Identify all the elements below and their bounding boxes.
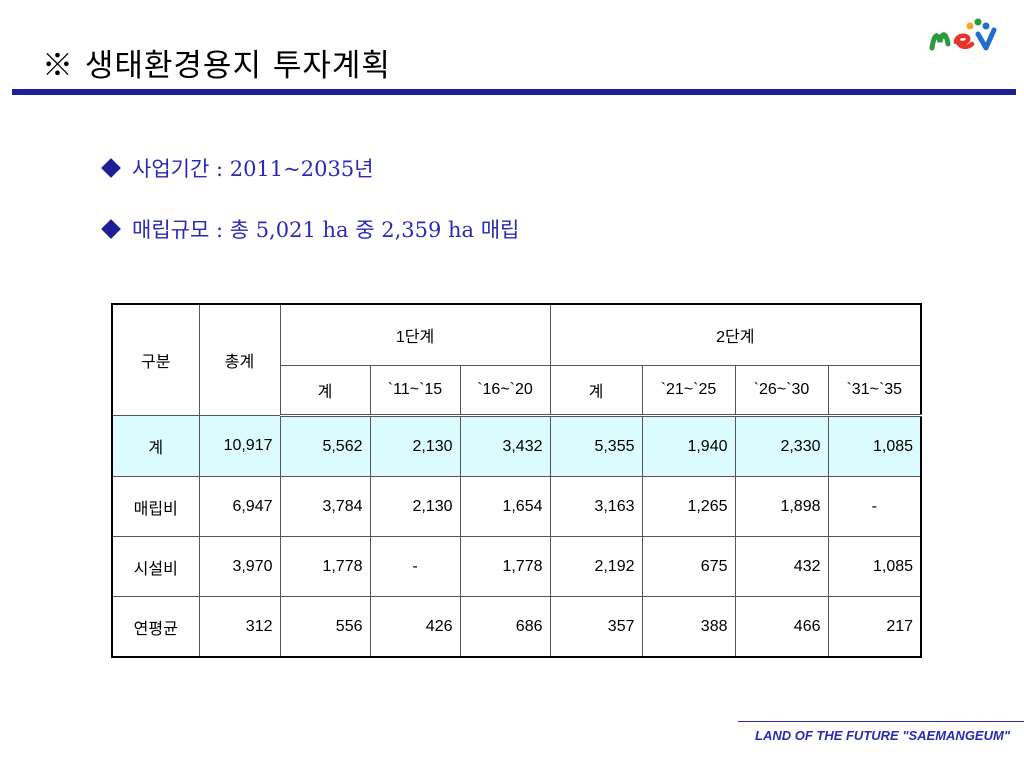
row-label: 시설비 <box>111 536 200 597</box>
table-cell: 1,085 <box>827 415 922 477</box>
table-cell: - <box>369 536 461 597</box>
subheader-cell: 계 <box>549 365 643 417</box>
footer-divider <box>738 721 1024 722</box>
table-header-row: 구분 총계 1단계 2단계 <box>111 303 922 416</box>
header-phase1: 1단계 <box>279 303 551 366</box>
table-cell: 2,130 <box>369 415 461 477</box>
table-cell: 5,562 <box>279 415 371 477</box>
table-cell: 1,654 <box>459 476 551 537</box>
table-cell: 3,163 <box>549 476 643 537</box>
table-row: 계 10,917 5,562 2,130 3,432 5,355 1,940 2,330 1,0… <box>111 415 922 477</box>
table-cell: 1,778 <box>279 536 371 597</box>
table-cell: 5,355 <box>549 415 643 477</box>
row-label: 매립비 <box>111 476 200 537</box>
table-cell: 466 <box>734 596 829 658</box>
header-category: 구분 <box>111 303 200 416</box>
subheader-cell: `26~`30 <box>734 365 829 417</box>
table-cell: 432 <box>734 536 829 597</box>
table-cell: 2,192 <box>549 536 643 597</box>
subheader-cell: `31~`35 <box>827 365 922 417</box>
table-subheader-row: 계 `11~`15 `16~`20 계 `21~`25 `26~`30 `31~… <box>112 365 922 417</box>
diamond-icon <box>101 219 121 239</box>
table-row: 시설비 3,970 1,778-1,778 2,192 675 432 1,085 <box>111 536 922 597</box>
table-cell: 3,784 <box>279 476 371 537</box>
subheader-cell: `21~`25 <box>641 365 736 417</box>
bullet-item-period: 사업기간 : 2011~2035년 <box>100 150 519 186</box>
row-label: 연평균 <box>111 596 200 658</box>
table-cell: 1,085 <box>827 536 922 597</box>
table-row: 연평균 312 556 426 686 357 388 466 217 <box>111 596 922 658</box>
table-cell: 312 <box>198 596 281 658</box>
table-cell: 556 <box>279 596 371 658</box>
header-phase2: 2단계 <box>549 303 922 366</box>
title-underline <box>12 89 1016 95</box>
subheader-cell: 계 <box>279 365 371 417</box>
table-cell: 2,330 <box>734 415 829 477</box>
bullet-list: 사업기간 : 2011~2035년 매립규모 : 총 5,021 ha 중 2,… <box>100 150 519 272</box>
header-grand-total: 총계 <box>198 303 281 416</box>
table-cell: 426 <box>369 596 461 658</box>
table-cell: 3,432 <box>459 415 551 477</box>
table-cell: 686 <box>459 596 551 658</box>
table-cell: - <box>827 476 922 537</box>
table-cell: 1,940 <box>641 415 736 477</box>
subheader-cell: `16~`20 <box>459 365 551 417</box>
subheader-cell: `11~`15 <box>369 365 461 417</box>
table-cell: 3,970 <box>198 536 281 597</box>
investment-table: 구분 총계 1단계 2단계 계 `11~`15 `16~`20 계 `21~`2… <box>111 303 923 658</box>
table-cell: 357 <box>549 596 643 658</box>
table-cell: 6,947 <box>198 476 281 537</box>
table-cell: 675 <box>641 536 736 597</box>
table-cell: 1,898 <box>734 476 829 537</box>
bullet-item-scale: 매립규모 : 총 5,021 ha 중 2,359 ha 매립 <box>100 211 519 247</box>
table-cell: 388 <box>641 596 736 658</box>
bullet-text: 매립규모 : 총 5,021 ha 중 2,359 ha 매립 <box>132 218 520 242</box>
bullet-text: 사업기간 : 2011~2035년 <box>132 157 374 181</box>
table-row: 매립비 6,947 3,784 2,130 1,654 3,163 1,265 1,898- <box>111 476 922 537</box>
diamond-icon <box>101 158 121 178</box>
table-cell: 1,778 <box>459 536 551 597</box>
table-cell: 10,917 <box>198 415 281 477</box>
table-cell: 2,130 <box>369 476 461 537</box>
row-label: 계 <box>111 415 200 477</box>
table-cell: 1,265 <box>641 476 736 537</box>
footer-tagline: LAND OF THE FUTURE "SAEMANGEUM" <box>755 728 1010 743</box>
table-cell: 217 <box>827 596 922 658</box>
page-title: ※ 생태환경용지 투자계획 <box>42 48 391 84</box>
mev-logo: mev <box>929 18 997 51</box>
